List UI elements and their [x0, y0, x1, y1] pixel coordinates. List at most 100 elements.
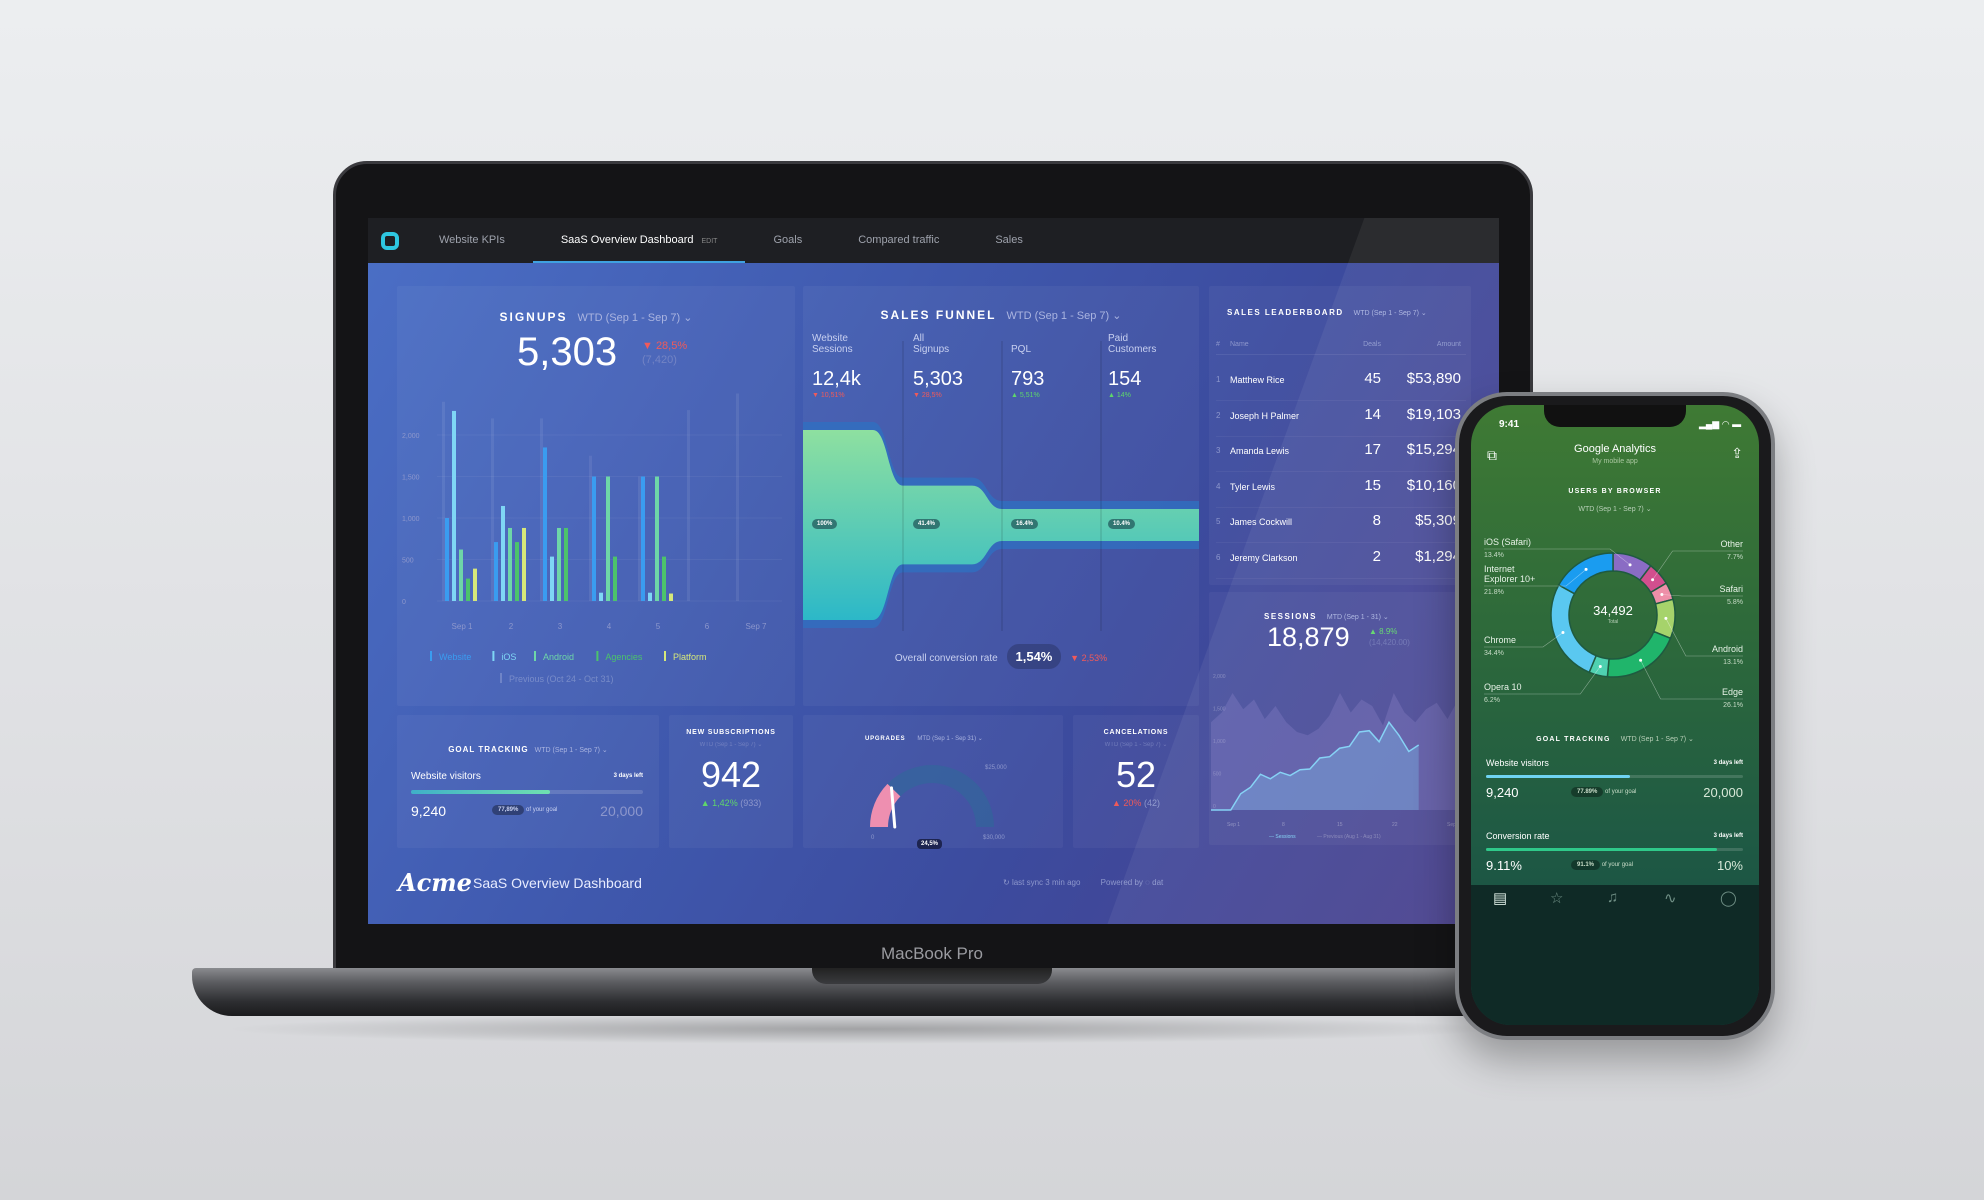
leaderboard-row[interactable]: 3 Amanda Lewis 17 $15,294: [1216, 440, 1466, 472]
donut-slice[interactable]: [1550, 583, 1598, 674]
bar-android[interactable]: [606, 476, 610, 602]
bar-platform[interactable]: [669, 593, 673, 601]
bar-website[interactable]: [592, 476, 596, 602]
leaderboard-row[interactable]: 4 Tyler Lewis 15 $10,160: [1216, 476, 1466, 508]
conversion-change: ▼ 2,53%: [1070, 653, 1108, 663]
edit-link[interactable]: EDIT: [701, 238, 718, 245]
tab-goals[interactable]: Goals: [745, 218, 830, 263]
phone-goal-pct-value: 77.89%: [1571, 787, 1604, 797]
leaderboard-row[interactable]: 1 Matthew Rice 45 $53,890: [1216, 369, 1466, 401]
bar-agencies[interactable]: [515, 542, 519, 601]
leaderboard-row[interactable]: 5 James Cockwill 8 $5,309: [1216, 511, 1466, 543]
bar-agencies[interactable]: [564, 527, 568, 601]
cancel-period-dropdown[interactable]: WTD (Sep 1 - Sep 7) ⌄: [1104, 742, 1168, 748]
tab-website-kpis[interactable]: Website KPIs: [411, 218, 533, 263]
conversion-label: Overall conversion rate: [894, 653, 998, 664]
stage-change: ▼ 28,5%: [913, 392, 942, 399]
bar-platform[interactable]: [473, 568, 477, 601]
signups-period-dropdown[interactable]: WTD (Sep 1 - Sep 7) ⌄: [577, 312, 693, 324]
row-rank: 1: [1216, 375, 1221, 384]
pulse-icon[interactable]: ∿: [1664, 890, 1677, 907]
bar-ios[interactable]: [550, 556, 554, 601]
phone-goal-period-dropdown[interactable]: WTD (Sep 1 - Sep 7) ⌄: [1620, 736, 1694, 743]
new-subs-change: ▲ 1,42%: [700, 798, 738, 808]
tab-saas-overview[interactable]: SaaS Overview Dashboard EDIT: [532, 218, 746, 263]
bar-website[interactable]: [543, 447, 547, 601]
donut-slice[interactable]: [1557, 552, 1614, 595]
leaderboard-period-dropdown[interactable]: WTD (Sep 1 - Sep 7) ⌄: [1353, 310, 1427, 317]
brand-icon: ◌: [1145, 878, 1150, 887]
leaderboard-header: SALES LEADERBOARD WTD (Sep 1 - Sep 7) ⌄: [1227, 302, 1427, 320]
app-logo-icon[interactable]: [381, 231, 399, 250]
upgrades-period-dropdown[interactable]: MTD (Sep 1 - Sep 31) ⌄: [917, 736, 983, 742]
leader-line: [1661, 594, 1743, 597]
phone-goal-target: 20,000: [1703, 785, 1743, 800]
bar-agencies[interactable]: [613, 556, 617, 601]
phone-goal-days: 3 days left: [1713, 760, 1743, 766]
bar-agencies[interactable]: [466, 578, 470, 601]
acme-logo: Acme: [398, 868, 472, 897]
sessions-period-dropdown[interactable]: MTD (Sep 1 - 31) ⌄: [1326, 614, 1389, 621]
legend-sessions[interactable]: — Sessions: [1269, 834, 1296, 840]
share-icon[interactable]: ⇪: [1731, 445, 1743, 461]
legend-previous[interactable]: — Previous (Aug 1 - Aug 31): [1317, 834, 1381, 840]
phone-tab-bar: [1471, 885, 1759, 1025]
star-icon[interactable]: ☆: [1550, 890, 1564, 907]
tab-bar: Website KPIs SaaS Overview Dashboard EDIT…: [368, 218, 1499, 263]
phone-goal-current: 9.11%: [1486, 858, 1522, 873]
sessions-previous: (14,420.00): [1369, 638, 1410, 647]
phone-goal-label: Website visitors: [1486, 758, 1549, 768]
legend-ios[interactable]: iOS: [501, 652, 516, 662]
stage-label: Paid Customers: [1108, 333, 1157, 355]
legend-platform[interactable]: Platform: [673, 652, 707, 662]
copy-icon[interactable]: ⧉: [1487, 447, 1497, 463]
new-subs-previous: (933): [740, 798, 762, 808]
row-rank: 2: [1216, 410, 1221, 420]
legend-swatch: [500, 673, 502, 683]
tab-compared-traffic[interactable]: Compared traffic: [830, 218, 967, 263]
x-tick: 6: [705, 622, 710, 631]
bar-agencies[interactable]: [662, 556, 666, 601]
user-icon[interactable]: ◯: [1720, 890, 1737, 907]
row-rank: 6: [1216, 552, 1221, 562]
row-amount: $53,890: [1406, 370, 1461, 387]
slice-marker: [1664, 616, 1668, 620]
dashboard-screen: Website KPIs SaaS Overview Dashboard EDIT…: [368, 218, 1499, 924]
leader-line: [1484, 548, 1631, 566]
bar-android[interactable]: [508, 527, 512, 601]
bar-android[interactable]: [557, 527, 561, 601]
tab-sales[interactable]: Sales: [967, 218, 1051, 263]
dashboard-icon[interactable]: ▤: [1493, 890, 1508, 907]
goal-metric: Website visitors: [411, 771, 481, 782]
bar-ios[interactable]: [501, 505, 505, 601]
donut-slice[interactable]: [1606, 630, 1672, 678]
goal-period-dropdown[interactable]: WTD (Sep 1 - Sep 7) ⌄: [534, 747, 608, 754]
browser-period-dropdown[interactable]: WTD (Sep 1 - Sep 7) ⌄: [1578, 506, 1652, 513]
leaderboard-row[interactable]: 6 Jeremy Clarkson 2 $1,294: [1216, 547, 1466, 579]
bar-android[interactable]: [459, 549, 463, 601]
bar-android[interactable]: [655, 476, 659, 602]
signups-value: 5,303: [517, 330, 618, 374]
y-tick: 500: [402, 558, 414, 565]
new-subscriptions-panel: NEW SUBSCRIPTIONS WTD (Sep 1 - Sep 7) ⌄ …: [669, 715, 793, 848]
stage-pct: 100%: [812, 519, 838, 529]
bar-ios[interactable]: [648, 592, 652, 601]
funnel-period-dropdown[interactable]: WTD (Sep 1 - Sep 7) ⌄: [1006, 310, 1122, 322]
bar-website[interactable]: [494, 542, 498, 601]
bar-platform[interactable]: [522, 527, 526, 601]
bar-website[interactable]: [445, 518, 449, 601]
legend-agencies[interactable]: Agencies: [605, 652, 643, 662]
new-subs-period-dropdown[interactable]: WTD (Sep 1 - Sep 7) ⌄: [699, 742, 763, 748]
leaderboard-row[interactable]: 2 Joseph H Palmer 14 $19,103: [1216, 405, 1466, 437]
bar-ios[interactable]: [599, 592, 603, 601]
bar-ios[interactable]: [452, 410, 456, 601]
powered-brand[interactable]: dat: [1152, 878, 1164, 887]
footer-status: ↻ last sync 3 min ago Powered by ◌ dat: [1003, 878, 1163, 887]
legend-previous[interactable]: Previous (Oct 24 - Oct 31): [509, 674, 614, 684]
bell-icon[interactable]: ♫: [1607, 889, 1619, 906]
phone-goal-pct: 77.89% of your goal: [1571, 787, 1636, 797]
legend-android[interactable]: Android: [543, 652, 574, 662]
legend-swatch: [596, 651, 599, 661]
bar-website[interactable]: [641, 476, 645, 602]
legend-website[interactable]: Website: [439, 652, 471, 662]
